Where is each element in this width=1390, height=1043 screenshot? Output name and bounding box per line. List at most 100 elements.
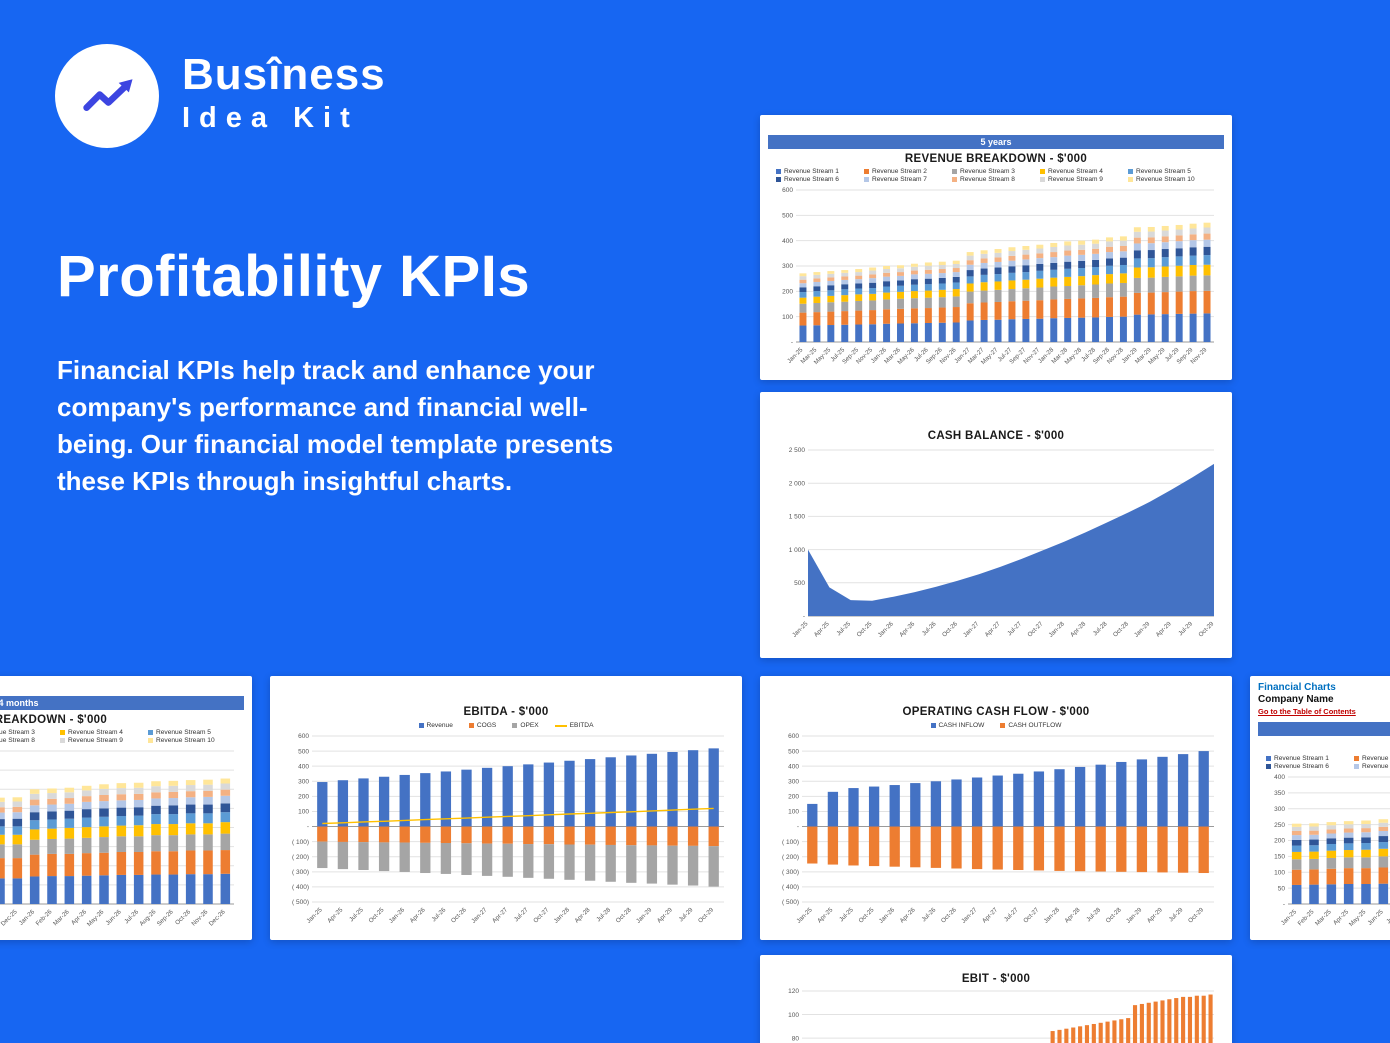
svg-text:Jun-26: Jun-26 — [104, 908, 123, 927]
legend-square-swatch-icon — [1040, 177, 1045, 182]
legend-square-swatch-icon — [952, 177, 957, 182]
legend-square-swatch-icon — [1128, 177, 1133, 182]
trend-arrow-icon — [83, 79, 133, 111]
legend-label: Revenue Stream 6 — [1274, 763, 1329, 770]
svg-text:400: 400 — [782, 238, 793, 245]
legend-line-swatch-icon — [554, 724, 567, 727]
axis-grid: 12010080604020-( 20)( 40)( 60) — [788, 988, 1214, 1042]
legend-label: Revenue Stream 4 — [68, 729, 123, 736]
chart-title-cash-balance: CASH BALANCE - $'000 — [927, 430, 1065, 442]
ebit-plot: 12010080604020-( 20)( 40)( 60) — [788, 988, 1214, 1043]
legend-label: Revenue Stream 5 — [1136, 168, 1191, 175]
legend-item: Revenue Stream 6 — [1266, 763, 1354, 770]
svg-text:500: 500 — [788, 748, 799, 755]
svg-text:Apr-25: Apr-25 — [326, 906, 344, 924]
chart-title-operating-cash-flow: OPERATING CASH FLOW - $'000 — [902, 706, 1090, 718]
svg-text:Oct-27: Oct-27 — [1022, 906, 1040, 924]
svg-text:Nov-29: Nov-29 — [1189, 346, 1208, 365]
cash-balance-card: CASH BALANCE - $'000 2 500 2 000 1 500 1 00… — [760, 392, 1232, 658]
svg-text:500: 500 — [298, 748, 309, 755]
svg-text:Oct-29: Oct-29 — [1197, 620, 1215, 638]
legend-label: Revenue Stream 1 — [784, 168, 839, 175]
legend-label: Revenue Stream 1 — [1274, 755, 1329, 762]
page-description: Financial KPIs help track and enhance yo… — [57, 355, 614, 496]
svg-text:Jul-27: Jul-27 — [1006, 620, 1023, 637]
chart-legend: Revenue COGS OPEX EBITDA — [278, 722, 734, 729]
svg-text:Jul-25: Jul-25 — [1385, 908, 1390, 925]
svg-text:( 300): ( 300) — [292, 869, 309, 876]
svg-text:Apr-26: Apr-26 — [898, 620, 916, 638]
svg-text:100: 100 — [298, 809, 309, 816]
legend-item: Revenue Stream 7 — [864, 176, 952, 183]
legend-square-swatch-icon — [1266, 756, 1271, 761]
legend-item: Revenue Stream 2 — [1354, 755, 1390, 762]
legend-square-swatch-icon — [1354, 764, 1359, 769]
svg-text:Dec-26: Dec-26 — [208, 908, 227, 927]
legend-square-swatch-icon — [1000, 723, 1006, 728]
ebitda-plot: 600 500 400 300 200 100 - ( 100) ( 200) ( 300) ( 4… — [292, 733, 724, 925]
svg-text:Oct-27: Oct-27 — [1026, 620, 1044, 638]
chart-title-revenue-breakdown-5y: REVENUE BREAKDOWN - $'000 — [904, 153, 1088, 165]
svg-text:300: 300 — [298, 778, 309, 785]
page-title: Profitability KPIs — [57, 244, 531, 309]
svg-text:Mar-26: Mar-26 — [52, 908, 71, 927]
svg-text:Feb-26: Feb-26 — [35, 908, 54, 927]
legend-label: Revenue Stream 7 — [1362, 763, 1390, 770]
svg-text:Jan-25: Jan-25 — [791, 620, 810, 639]
svg-text:Jan-28: Jan-28 — [1048, 620, 1067, 639]
legend-label: Revenue — [426, 722, 453, 729]
legend-label: Revenue Stream 2 — [872, 168, 927, 175]
svg-text:120: 120 — [788, 988, 799, 995]
revenue-breakdown-24m-card: 24 months REVENUE BREAKDOWN - $'000 Reve… — [0, 676, 252, 940]
legend-square-swatch-icon — [776, 177, 781, 182]
svg-text:Oct-27: Oct-27 — [532, 906, 550, 924]
legend-item: Revenue Stream 2 — [864, 168, 952, 175]
chart-title-revenue-breakdown-24m: REVENUE BREAKDOWN - $'000 — [0, 714, 108, 726]
svg-text:150: 150 — [1274, 854, 1285, 861]
x-axis-labels: Jan-25 Apr-25 Jul-25 Oct-25 Jan-26 Apr-26 Jul-… — [305, 906, 715, 925]
svg-text:600: 600 — [788, 733, 799, 740]
bars — [1291, 819, 1389, 904]
svg-text:50: 50 — [1278, 885, 1286, 892]
legend-item: Revenue Stream 1 — [1266, 755, 1354, 762]
legend-item: OPEX — [512, 722, 539, 729]
legend-label: Revenue Stream 10 — [156, 737, 215, 744]
legend-label: Revenue Stream 3 — [0, 729, 35, 736]
brand-text: Busîness Idea Kit — [182, 50, 386, 135]
svg-text:200: 200 — [298, 794, 309, 801]
svg-text:( 500): ( 500) — [292, 899, 309, 906]
svg-text:( 200): ( 200) — [292, 854, 309, 861]
svg-text:( 400): ( 400) — [292, 884, 309, 891]
x-axis-labels: Jan-25 Apr-25 Jul-25 Oct-25 Jan-26 Apr-26 Jul-… — [791, 620, 1216, 639]
table-of-contents-link[interactable]: Go to the Table of Contents — [1258, 707, 1356, 716]
svg-text:May-26: May-26 — [86, 908, 106, 928]
svg-text:Apr-27: Apr-27 — [984, 620, 1002, 638]
legend-item: Revenue Stream 4 — [1040, 168, 1128, 175]
brand-subname: Idea Kit — [182, 102, 359, 134]
svg-text:Apr-25: Apr-25 — [816, 906, 834, 924]
revenue-breakdown-5y-card: 5 years REVENUE BREAKDOWN - $'000 Revenu… — [760, 115, 1232, 380]
svg-text:600: 600 — [298, 733, 309, 740]
operating-cash-flow-card: OPERATING CASH FLOW - $'000 CASH INFLOW C… — [760, 676, 1232, 940]
bars — [807, 751, 1209, 874]
svg-text:Jan-29: Jan-29 — [635, 906, 654, 925]
svg-text:-: - — [803, 613, 805, 620]
svg-text:2 500: 2 500 — [789, 447, 806, 454]
svg-text:300: 300 — [782, 263, 793, 270]
legend-label: Revenue Stream 6 — [784, 176, 839, 183]
svg-text:Jan-25: Jan-25 — [1280, 908, 1299, 927]
line-series — [322, 807, 714, 825]
legend-item: Revenue Stream 3 — [952, 168, 1040, 175]
svg-text:Jan-29: Jan-29 — [1133, 620, 1152, 639]
svg-text:Jan-28: Jan-28 — [1043, 906, 1062, 925]
legend-item: Revenue Stream 10 — [148, 737, 236, 744]
svg-text:Oct-25: Oct-25 — [855, 620, 873, 638]
svg-text:Jul-28: Jul-28 — [595, 906, 612, 923]
svg-text:Jul-27: Jul-27 — [1003, 906, 1020, 923]
axis-grid: 600 500 400 300 200 100 - — [782, 187, 1214, 346]
svg-text:( 400): ( 400) — [782, 884, 799, 891]
legend-label: Revenue Stream 5 — [156, 729, 211, 736]
